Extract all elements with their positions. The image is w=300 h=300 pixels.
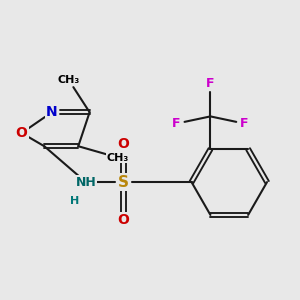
Text: N: N xyxy=(46,105,58,119)
Text: S: S xyxy=(118,175,129,190)
Text: O: O xyxy=(118,137,130,151)
Text: H: H xyxy=(70,196,79,206)
Text: CH₃: CH₃ xyxy=(58,75,80,85)
Text: CH₃: CH₃ xyxy=(107,152,129,163)
Text: F: F xyxy=(172,117,181,130)
Text: F: F xyxy=(206,77,214,90)
Text: NH: NH xyxy=(76,176,96,189)
Text: F: F xyxy=(240,117,249,130)
Text: O: O xyxy=(118,213,130,227)
Text: O: O xyxy=(16,126,28,140)
